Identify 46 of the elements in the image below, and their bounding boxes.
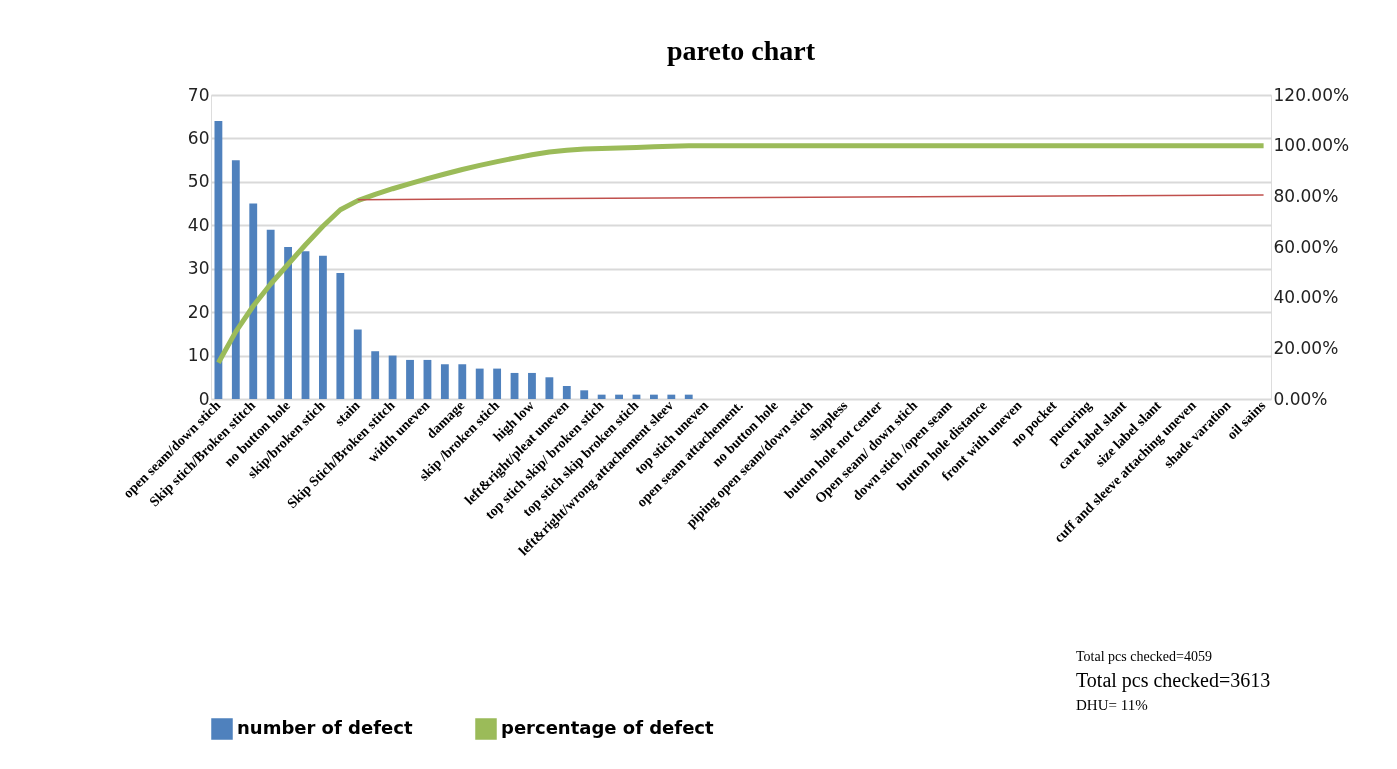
legend-label: percentage of defect [501,717,715,738]
y2-tick-label: 40.00% [1273,287,1339,308]
y2-tick-label: 0.00% [1273,388,1328,409]
bar [319,255,327,399]
bar [545,377,554,399]
bar [214,121,223,399]
y-tick-label: 50 [187,171,210,192]
y-tick-label: 40 [187,214,210,235]
y-tick-label: 30 [187,258,210,279]
y2-tick-label: 120.00% [1273,84,1350,105]
bar [266,229,275,399]
y-tick-label: 20 [187,301,210,322]
bar [684,394,693,399]
bar [284,247,292,399]
legend-label: number of defect [237,717,413,738]
bar [667,394,676,399]
bar [458,364,467,399]
bar [336,273,345,399]
bar [615,394,623,399]
bar [649,394,658,399]
y-tick-label: 60 [187,127,210,148]
text: Total pcs checked=4059 [1076,649,1212,664]
text: DHU= 11% [1076,697,1148,713]
bar [475,368,484,399]
bar [353,329,362,399]
bar [249,203,258,399]
chart-title: pareto chart [667,35,816,66]
bar [562,385,571,399]
bar [440,364,449,399]
bar [493,368,502,399]
y-tick-label: 70 [187,84,210,105]
bar [231,160,240,399]
y2-tick-label: 60.00% [1273,236,1339,257]
bar [388,355,397,399]
y2-tick-label: 100.00% [1273,135,1350,156]
y-tick-label: 10 [187,345,210,366]
y2-tick-label: 20.00% [1273,337,1339,358]
bar [528,372,536,399]
y2-tick-label: 80.00% [1273,185,1339,206]
bar [406,359,414,399]
bar [597,394,606,399]
x-tick-label: stain [331,397,363,429]
y-tick-label: 0 [198,388,210,409]
bar [580,390,589,399]
text: Total pcs checked=3613 [1076,669,1271,692]
bar [371,351,380,399]
